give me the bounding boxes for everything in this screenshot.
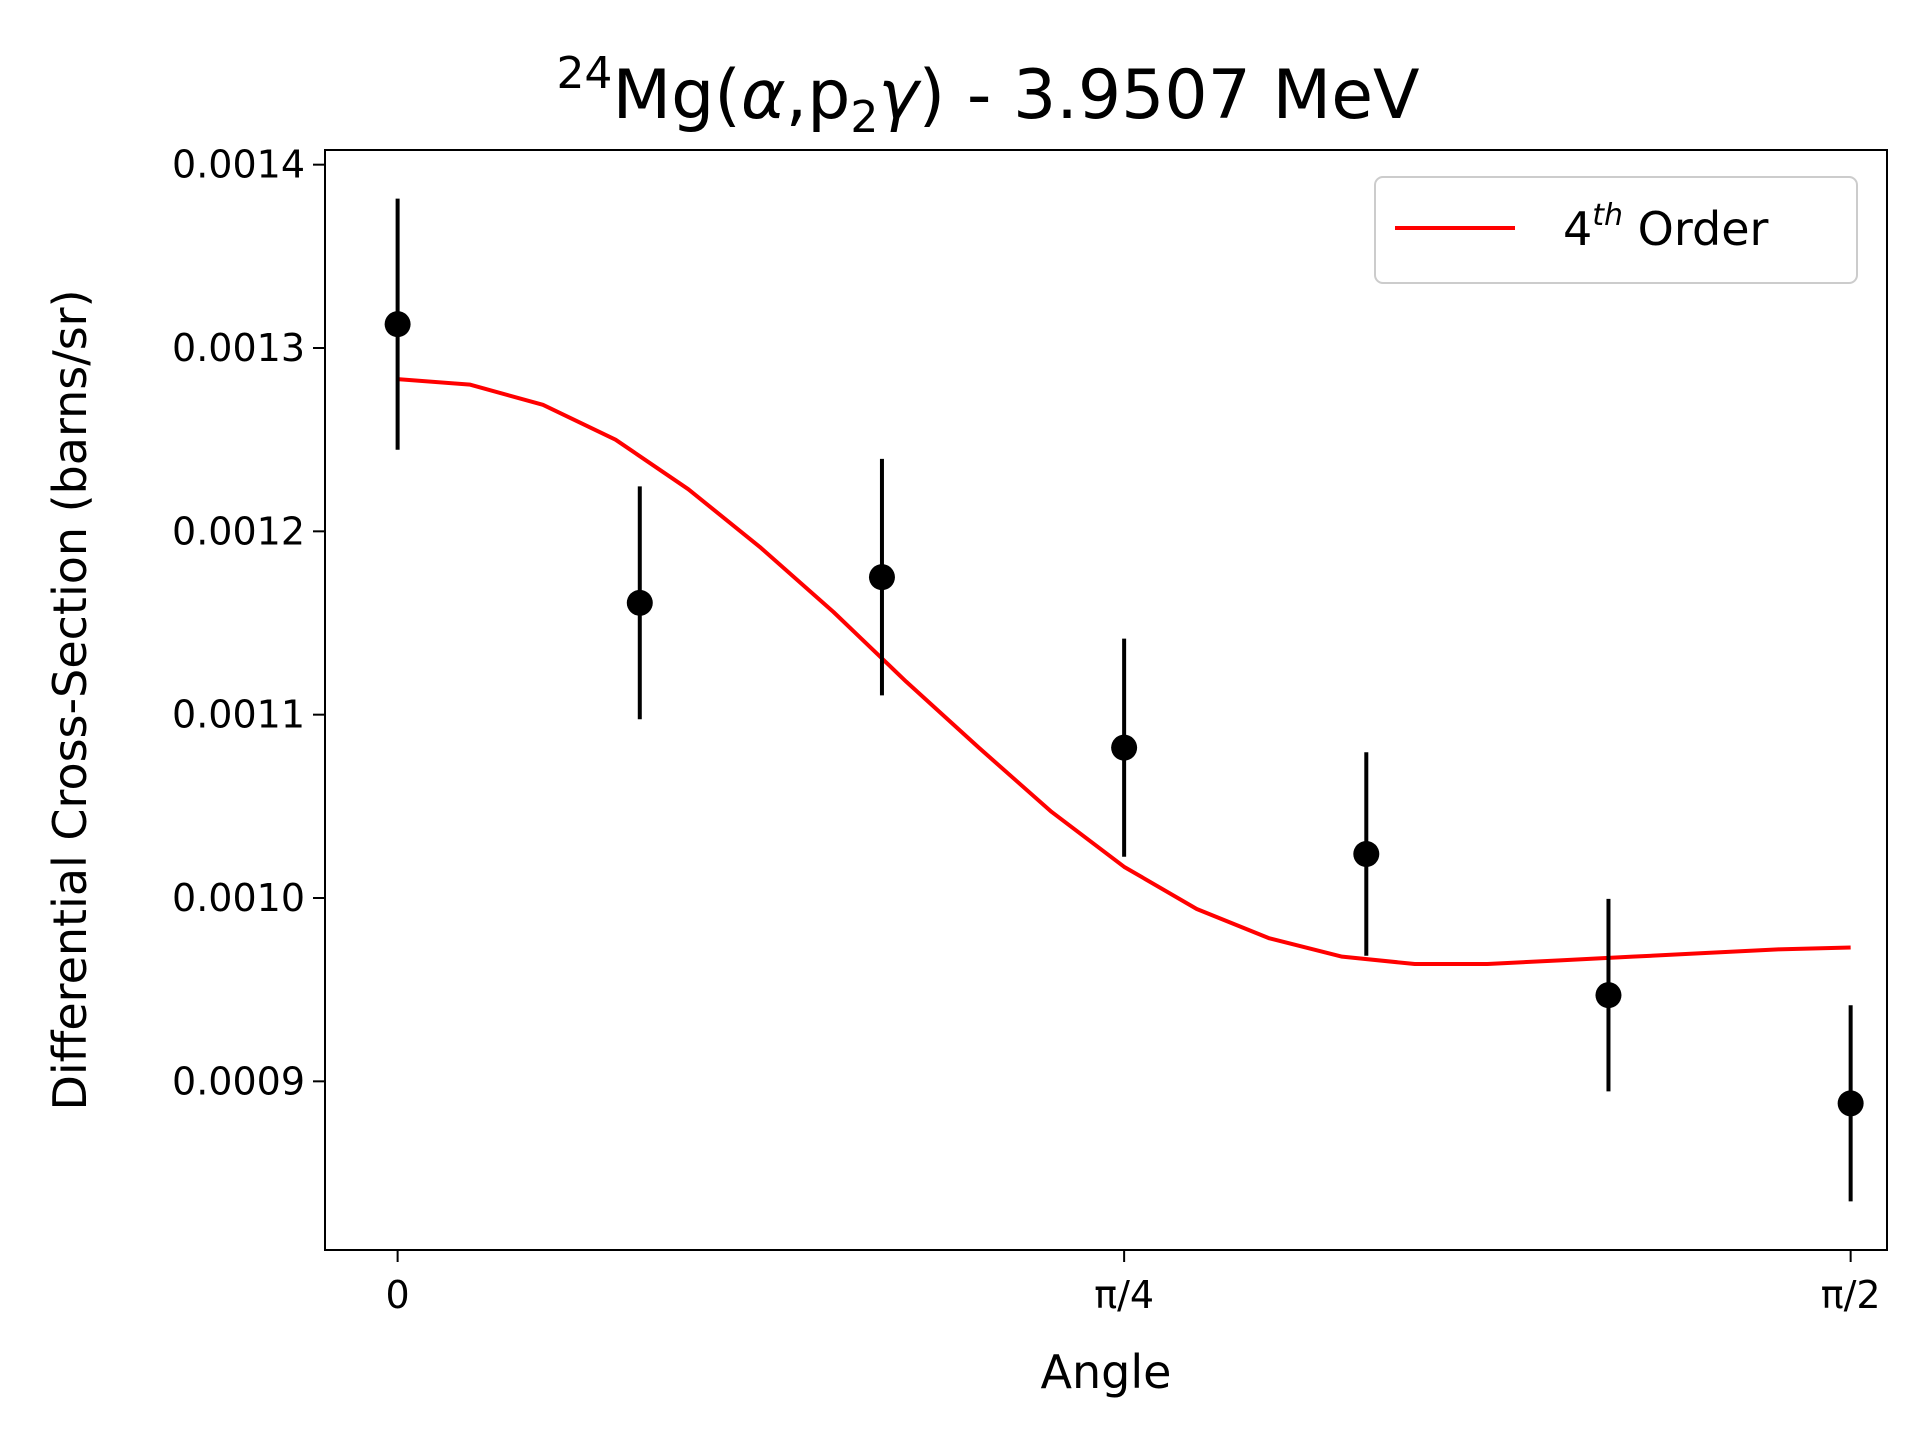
legend-label-rest: Order xyxy=(1623,202,1768,256)
y-tick-label: 0.0013 xyxy=(172,326,305,370)
y-axis-label: Differential Cross-Section (barns/sr) xyxy=(43,289,97,1110)
title-prefix: Mg( xyxy=(612,56,740,135)
data-point xyxy=(384,311,411,338)
legend-label-base: 4 xyxy=(1563,202,1592,256)
y-tick-label: 0.0009 xyxy=(172,1059,305,1103)
legend-label-4th-order: 4th Order xyxy=(1563,198,1768,256)
title-subscript: 2 xyxy=(850,92,878,143)
x-axis-ticks: 0 π/4 π/2 xyxy=(386,1250,1881,1317)
title-gamma: γ xyxy=(878,56,922,135)
data-point xyxy=(1595,982,1622,1009)
data-point xyxy=(626,589,653,616)
title-mass-number: 24 xyxy=(556,48,612,99)
y-tick-label: 0.0010 xyxy=(172,876,305,920)
title-suffix: ) - 3.9507 MeV xyxy=(919,56,1420,135)
legend: 4th Order xyxy=(1374,176,1858,284)
x-axis-label: Angle xyxy=(1041,1345,1172,1399)
title-alpha: α xyxy=(741,56,786,135)
legend-box xyxy=(1374,176,1858,284)
y-tick-label: 0.0012 xyxy=(172,509,305,553)
y-tick-label: 0.0014 xyxy=(172,143,305,187)
data-point xyxy=(1353,841,1380,867)
chart-title: 24Mg(α,p2γ) - 3.9507 MeV xyxy=(556,48,1419,143)
data-point xyxy=(1111,734,1138,761)
x-tick-label: π/4 xyxy=(1094,1273,1154,1317)
data-point xyxy=(1837,1090,1864,1117)
legend-label-superscript: th xyxy=(1592,198,1623,233)
title-comma-p: ,p xyxy=(786,56,851,135)
y-axis-ticks: 0.0009 0.0010 0.0011 0.0012 0.0013 0.0014 xyxy=(172,143,325,1103)
x-tick-label: π/2 xyxy=(1821,1273,1881,1317)
x-tick-label: 0 xyxy=(386,1273,410,1317)
plot-frame xyxy=(324,149,1888,1251)
errorbar-layer xyxy=(384,198,1864,1202)
data-point xyxy=(868,564,895,591)
y-tick-label: 0.0011 xyxy=(172,693,305,737)
